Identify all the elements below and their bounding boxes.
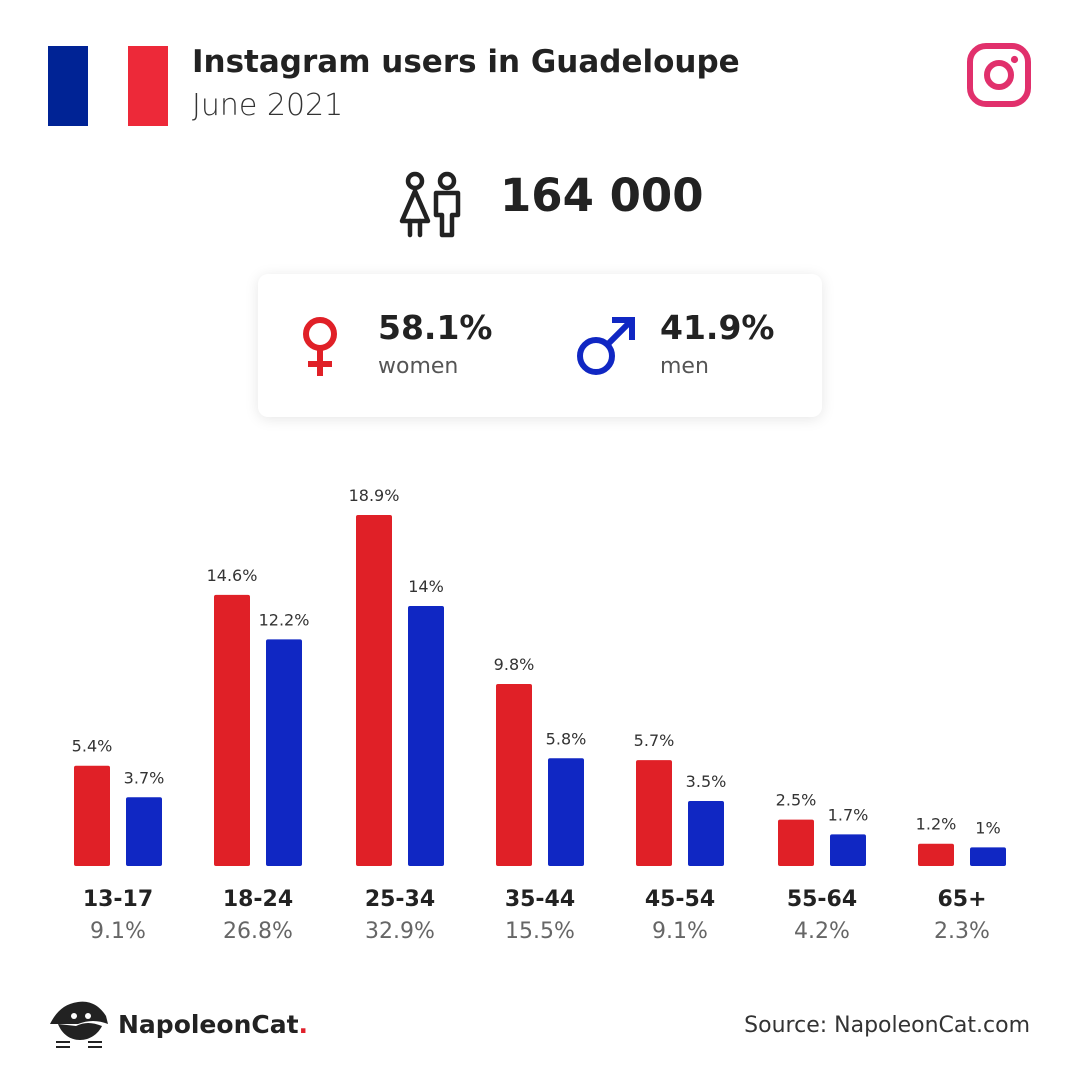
- people-icon: [399, 171, 461, 238]
- bar-women-35-44: [496, 684, 532, 866]
- data-label-men-18-24: 12.2%: [259, 610, 310, 629]
- men-percentage: 41.9%: [660, 308, 775, 347]
- flag-stripe-red: [128, 46, 168, 126]
- napoleoncat-logo-icon: [50, 1001, 108, 1048]
- data-label-women-45-54: 5.7%: [634, 731, 675, 750]
- data-label-women-65+: 1.2%: [916, 815, 957, 834]
- data-label-women-13-17: 5.4%: [72, 737, 113, 756]
- bar-men-18-24: [266, 639, 302, 866]
- category-total-25-34: 32.9%: [365, 919, 435, 944]
- category-total-55-64: 4.2%: [794, 919, 850, 944]
- bar-women-18-24: [214, 594, 250, 866]
- total-users-value: 164 000: [500, 169, 704, 222]
- flag-stripe-blue: [48, 46, 88, 126]
- category-total-35-44: 15.5%: [505, 919, 575, 944]
- category-label-55-64: 55-64: [787, 887, 857, 912]
- gender-card: 58.1% women 41.9% men: [258, 274, 822, 417]
- women-label: women: [378, 354, 459, 379]
- bar-women-13-17: [74, 765, 110, 866]
- category-label-25-34: 25-34: [365, 887, 435, 912]
- brand-name: NapoleonCat.: [118, 1010, 308, 1039]
- page-subtitle: June 2021: [192, 88, 344, 123]
- category-label-18-24: 18-24: [223, 887, 293, 912]
- brand-dot: .: [298, 1010, 309, 1039]
- category-label-45-54: 45-54: [645, 887, 715, 912]
- bar-men-65+: [970, 847, 1006, 866]
- data-label-women-18-24: 14.6%: [207, 566, 258, 585]
- age-gender-bar-chart: 5.4% 3.7% 13-17 9.1% 14.6% 12.2% 18-24 26.8% 18.…: [72, 486, 1006, 944]
- data-label-men-45-54: 3.5%: [686, 772, 727, 791]
- bar-men-55-64: [830, 834, 866, 866]
- source-note: Source: NapoleonCat.com: [744, 1013, 1030, 1038]
- bar-women-25-34: [356, 515, 392, 866]
- data-label-women-25-34: 18.9%: [349, 486, 400, 505]
- category-label-13-17: 13-17: [83, 887, 153, 912]
- bar-women-45-54: [636, 760, 672, 866]
- data-label-men-35-44: 5.8%: [546, 729, 587, 748]
- brand-text: NapoleonCat: [118, 1010, 299, 1039]
- total-users-row: 164 000: [0, 165, 1080, 245]
- instagram-icon: [967, 43, 1031, 107]
- page-title: Instagram users in Guadeloupe: [192, 44, 740, 80]
- category-total-13-17: 9.1%: [90, 919, 146, 944]
- bar-men-25-34: [408, 606, 444, 866]
- bar-women-55-64: [778, 819, 814, 866]
- data-label-women-55-64: 2.5%: [776, 791, 817, 810]
- bar-men-35-44: [548, 758, 584, 866]
- category-label-35-44: 35-44: [505, 887, 575, 912]
- women-percentage: 58.1%: [378, 308, 493, 347]
- france-flag: [48, 46, 168, 126]
- data-label-men-13-17: 3.7%: [124, 768, 165, 787]
- category-total-45-54: 9.1%: [652, 919, 708, 944]
- bar-men-13-17: [126, 797, 162, 866]
- category-total-18-24: 26.8%: [223, 919, 293, 944]
- flag-stripe-white: [88, 46, 128, 126]
- female-symbol-icon: [303, 317, 337, 376]
- data-label-men-55-64: 1.7%: [828, 805, 869, 824]
- category-label-65+: 65+: [937, 887, 986, 912]
- bar-women-65+: [918, 843, 954, 866]
- category-total-65+: 2.3%: [934, 919, 990, 944]
- men-label: men: [660, 354, 709, 379]
- data-label-men-65+: 1%: [975, 818, 1000, 837]
- bar-men-45-54: [688, 801, 724, 866]
- data-label-women-35-44: 9.8%: [494, 655, 535, 674]
- male-symbol-icon: [577, 317, 635, 375]
- data-label-men-25-34: 14%: [408, 577, 444, 596]
